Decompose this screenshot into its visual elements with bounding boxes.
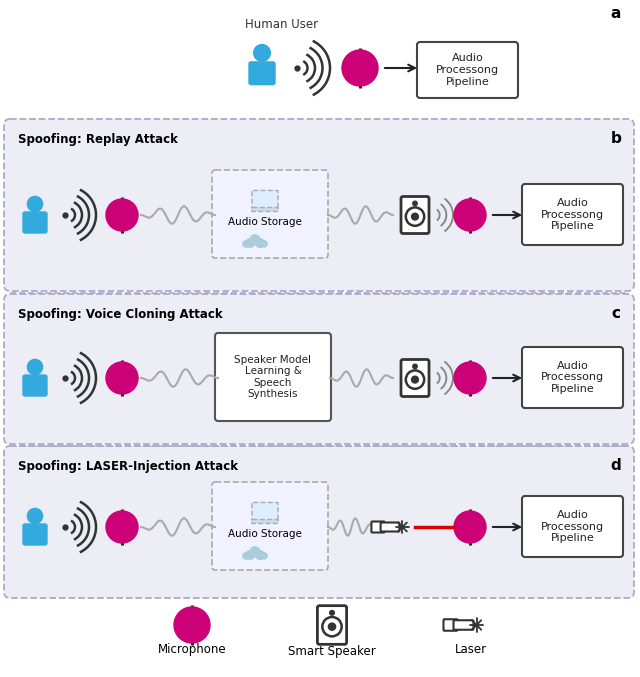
Circle shape (454, 199, 486, 231)
Circle shape (243, 241, 249, 247)
Circle shape (28, 196, 43, 212)
FancyBboxPatch shape (522, 184, 623, 245)
Circle shape (412, 376, 419, 383)
FancyBboxPatch shape (4, 446, 634, 598)
FancyBboxPatch shape (252, 190, 278, 209)
Circle shape (250, 235, 260, 245)
Text: Audio
Processong
Pipeline: Audio Processong Pipeline (436, 53, 499, 87)
Circle shape (328, 623, 335, 630)
FancyBboxPatch shape (249, 62, 275, 85)
Text: Audio Storage: Audio Storage (228, 529, 302, 539)
FancyBboxPatch shape (444, 619, 458, 631)
FancyBboxPatch shape (252, 502, 278, 521)
FancyBboxPatch shape (381, 523, 399, 531)
Circle shape (28, 508, 43, 523)
Text: c: c (611, 306, 621, 321)
Text: Spoofing: Replay Attack: Spoofing: Replay Attack (18, 133, 178, 146)
Text: Audio
Processong
Pipeline: Audio Processong Pipeline (541, 361, 604, 394)
Circle shape (413, 364, 417, 368)
Text: Spoofing: Voice Cloning Attack: Spoofing: Voice Cloning Attack (18, 308, 223, 321)
FancyBboxPatch shape (401, 359, 429, 397)
Text: Spoofing: LASER-Injection Attack: Spoofing: LASER-Injection Attack (18, 460, 238, 473)
Circle shape (28, 359, 43, 374)
Text: Microphone: Microphone (157, 643, 227, 656)
Text: Laser: Laser (455, 643, 487, 656)
Text: a: a (611, 6, 621, 21)
Circle shape (246, 239, 254, 247)
Circle shape (255, 239, 264, 247)
FancyBboxPatch shape (23, 375, 47, 396)
FancyBboxPatch shape (371, 521, 385, 533)
Circle shape (342, 50, 378, 86)
FancyBboxPatch shape (522, 347, 623, 408)
Text: Audio Storage: Audio Storage (228, 217, 302, 227)
Circle shape (330, 611, 334, 615)
Circle shape (246, 550, 254, 559)
Circle shape (413, 201, 417, 206)
Text: d: d (611, 458, 621, 473)
FancyBboxPatch shape (417, 42, 518, 98)
Text: Smart Speaker: Smart Speaker (288, 645, 376, 658)
Circle shape (412, 213, 419, 220)
FancyBboxPatch shape (454, 620, 474, 630)
FancyBboxPatch shape (212, 170, 328, 258)
FancyBboxPatch shape (252, 519, 278, 523)
Circle shape (106, 199, 138, 231)
Circle shape (253, 45, 270, 61)
Circle shape (454, 362, 486, 394)
Circle shape (261, 552, 267, 559)
FancyBboxPatch shape (401, 196, 429, 234)
Circle shape (106, 362, 138, 394)
Circle shape (174, 607, 210, 643)
Text: b: b (611, 131, 621, 146)
FancyBboxPatch shape (215, 333, 331, 421)
FancyBboxPatch shape (4, 119, 634, 291)
FancyBboxPatch shape (252, 207, 278, 211)
FancyBboxPatch shape (522, 496, 623, 557)
Text: Audio
Processong
Pipeline: Audio Processong Pipeline (541, 198, 604, 231)
FancyBboxPatch shape (23, 212, 47, 233)
FancyBboxPatch shape (317, 606, 347, 645)
Circle shape (261, 241, 267, 247)
Circle shape (255, 550, 264, 559)
Circle shape (106, 511, 138, 543)
FancyBboxPatch shape (212, 482, 328, 570)
Circle shape (243, 552, 249, 559)
Circle shape (454, 511, 486, 543)
Text: Audio
Processong
Pipeline: Audio Processong Pipeline (541, 510, 604, 543)
FancyBboxPatch shape (23, 524, 47, 545)
Circle shape (250, 547, 260, 556)
FancyBboxPatch shape (4, 294, 634, 444)
Text: Human User: Human User (245, 18, 319, 31)
Text: Speaker Model
Learning &
Speech
Synthesis: Speaker Model Learning & Speech Synthesi… (234, 355, 312, 399)
